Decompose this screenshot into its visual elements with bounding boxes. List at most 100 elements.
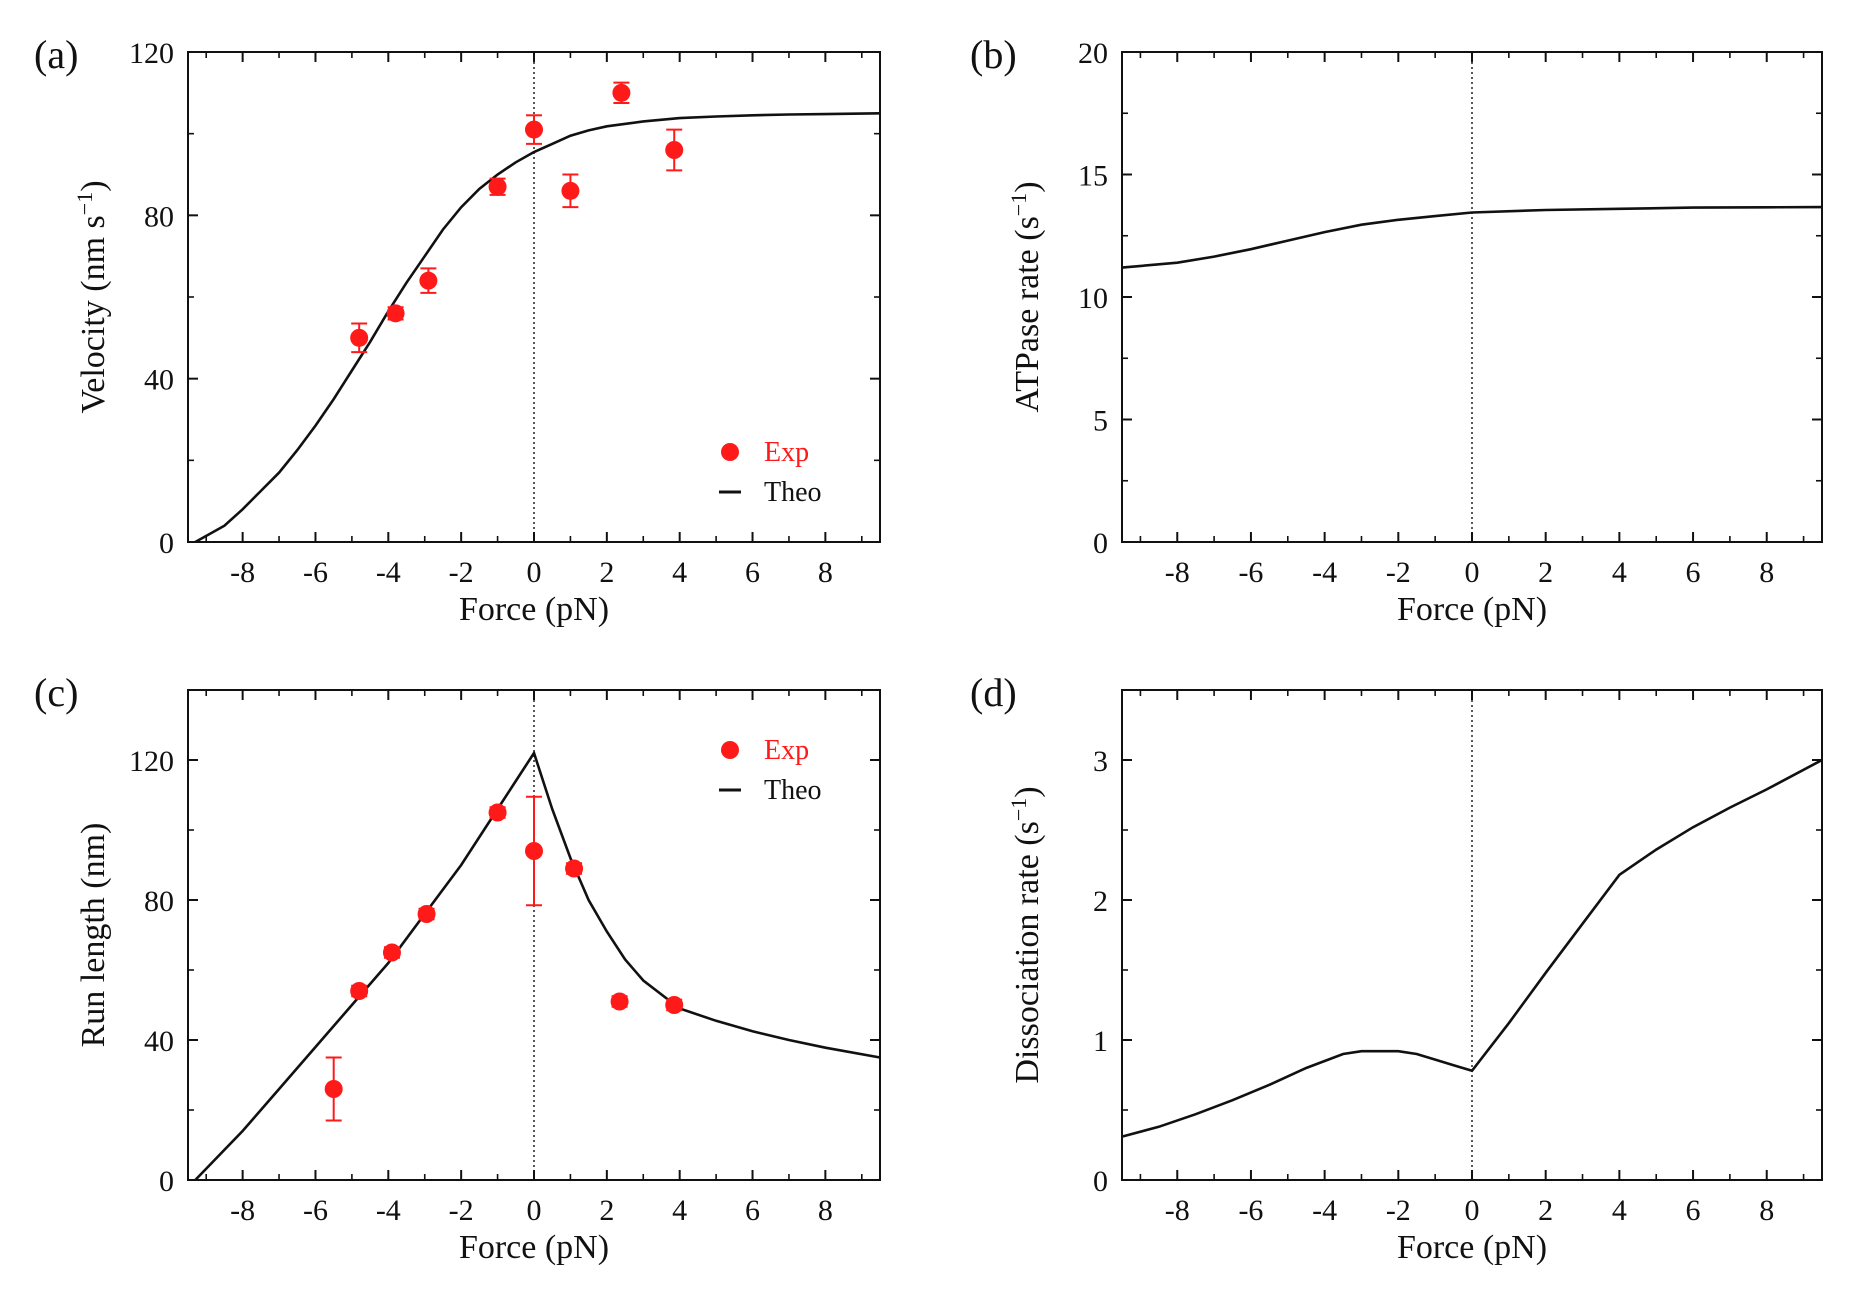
x-tick-label: 2 bbox=[599, 1194, 614, 1227]
x-tick-label: -2 bbox=[1386, 556, 1411, 589]
panel-label: (c) bbox=[34, 670, 78, 715]
legend-label: Exp bbox=[764, 735, 809, 766]
exp-point bbox=[350, 328, 369, 347]
panel-b: (b) -8 -6 -4 -2 0 2 4 6 8 0 5 10 15 20 Force (pN) ATPase… bbox=[970, 32, 1823, 628]
x-tick-label: 0 bbox=[1465, 1194, 1480, 1227]
y-axis-title-close: ) bbox=[75, 180, 112, 191]
x-axis-title: Force (pN) bbox=[1397, 1229, 1547, 1266]
y-tick-label: 0 bbox=[1093, 527, 1108, 560]
y-tick-label: 0 bbox=[159, 1165, 174, 1198]
y-tick-label: 120 bbox=[129, 745, 174, 778]
panel-label: (d) bbox=[970, 670, 1017, 715]
x-tick-label: 0 bbox=[527, 1194, 542, 1227]
y-axis-title-text: Dissociation rate (s bbox=[1009, 821, 1046, 1084]
x-tick-label: -4 bbox=[1312, 1194, 1337, 1227]
x-tick-label: 8 bbox=[818, 1194, 833, 1227]
y-tick-label: 10 bbox=[1078, 282, 1108, 315]
exp-point bbox=[488, 803, 507, 822]
x-tick-label: 8 bbox=[818, 556, 833, 589]
exp-point bbox=[565, 859, 584, 878]
x-tick-label: 4 bbox=[1612, 1194, 1627, 1227]
x-tick-label: -2 bbox=[1386, 1194, 1411, 1227]
y-tick-label: 120 bbox=[129, 37, 174, 70]
exp-point bbox=[350, 982, 369, 1000]
x-tick-label: 8 bbox=[1759, 556, 1774, 589]
x-axis-title: Force (pN) bbox=[459, 591, 609, 628]
y-tick-label: 3 bbox=[1093, 745, 1108, 778]
x-tick-label: 6 bbox=[1686, 556, 1701, 589]
theory-curve bbox=[1121, 758, 1823, 1138]
exp-point bbox=[525, 842, 543, 860]
x-tick-label: -4 bbox=[1312, 556, 1337, 589]
x-tick-label: 0 bbox=[527, 556, 542, 589]
x-tick-label: 4 bbox=[1612, 556, 1627, 589]
y-tick-label: 0 bbox=[1093, 1165, 1108, 1198]
theory-curve bbox=[1121, 205, 1823, 269]
x-tick-label: 4 bbox=[672, 1194, 687, 1227]
x-tick-label: -4 bbox=[376, 1194, 401, 1227]
y-axis-title-text: ATPase rate (s bbox=[1009, 216, 1046, 412]
y-axis-title-text: Run length (nm) bbox=[75, 823, 112, 1048]
x-tick-label: 0 bbox=[1465, 556, 1480, 589]
x-tick-label: -8 bbox=[230, 1194, 255, 1227]
x-tick-label: -2 bbox=[449, 556, 474, 589]
y-axis-title-sup: −1 bbox=[1006, 193, 1031, 216]
x-tick-label: -6 bbox=[1238, 1194, 1263, 1227]
panel-d: (d) -8 -6 -4 -2 0 2 4 6 8 0 1 2 3 Force (pN) Dissociati… bbox=[970, 670, 1823, 1266]
x-tick-label: -8 bbox=[1165, 556, 1190, 589]
x-tick-label: -4 bbox=[376, 556, 401, 589]
y-tick-label: 15 bbox=[1078, 160, 1108, 193]
exp-point bbox=[610, 992, 629, 1011]
legend-label: Exp bbox=[764, 437, 809, 468]
y-axis-title-sup: −1 bbox=[72, 192, 97, 215]
exp-point bbox=[665, 141, 684, 159]
x-tick-label: -6 bbox=[303, 1194, 328, 1227]
exp-point bbox=[665, 996, 684, 1014]
x-tick-label: 2 bbox=[1538, 556, 1553, 589]
x-axis-title: Force (pN) bbox=[1397, 591, 1547, 628]
y-tick-label: 1 bbox=[1093, 1025, 1108, 1058]
x-tick-label: 8 bbox=[1759, 1194, 1774, 1227]
y-tick-label: 80 bbox=[144, 200, 174, 233]
x-tick-label: -6 bbox=[1238, 556, 1263, 589]
y-tick-label: 5 bbox=[1093, 405, 1108, 438]
x-tick-label: 6 bbox=[745, 556, 760, 589]
x-tick-label: -6 bbox=[303, 556, 328, 589]
y-tick-label: 80 bbox=[144, 885, 174, 918]
y-axis-title-close: ) bbox=[1009, 181, 1046, 192]
panel-label: (a) bbox=[34, 32, 78, 77]
legend-marker bbox=[721, 443, 739, 461]
x-tick-label: 4 bbox=[672, 556, 687, 589]
theory-curve bbox=[194, 750, 881, 1181]
exp-point bbox=[561, 181, 580, 200]
exp-point bbox=[386, 304, 405, 323]
x-tick-label: -8 bbox=[230, 556, 255, 589]
x-tick-label: -2 bbox=[449, 1194, 474, 1227]
theory-curve bbox=[194, 112, 881, 544]
x-tick-label: 6 bbox=[745, 1194, 760, 1227]
y-axis-title: Run length (nm) bbox=[75, 823, 112, 1048]
y-axis-title: Dissociation rate (s−1) bbox=[1006, 786, 1046, 1083]
panel-label: (b) bbox=[970, 32, 1017, 77]
legend-label: Theo bbox=[764, 477, 822, 508]
y-axis-title-text: Velocity (nm s bbox=[75, 215, 112, 413]
y-axis-title-close: ) bbox=[1009, 786, 1046, 797]
legend-marker bbox=[721, 741, 739, 759]
exp-point bbox=[417, 905, 436, 923]
exp-point bbox=[382, 943, 401, 962]
x-tick-label: 6 bbox=[1686, 1194, 1701, 1227]
y-axis-title: Velocity (nm s−1) bbox=[72, 180, 112, 413]
y-tick-label: 20 bbox=[1078, 37, 1108, 70]
x-tick-label: 2 bbox=[1538, 1194, 1553, 1227]
y-tick-label: 40 bbox=[144, 1025, 174, 1058]
y-axis-title: ATPase rate (s−1) bbox=[1006, 181, 1046, 412]
exp-point bbox=[324, 1080, 343, 1098]
legend-label: Theo bbox=[764, 775, 822, 806]
y-tick-label: 40 bbox=[144, 364, 174, 397]
y-tick-label: 2 bbox=[1093, 885, 1108, 918]
exp-point bbox=[488, 177, 507, 196]
y-axis-title-sup: −1 bbox=[1006, 798, 1031, 821]
exp-point bbox=[612, 83, 631, 102]
